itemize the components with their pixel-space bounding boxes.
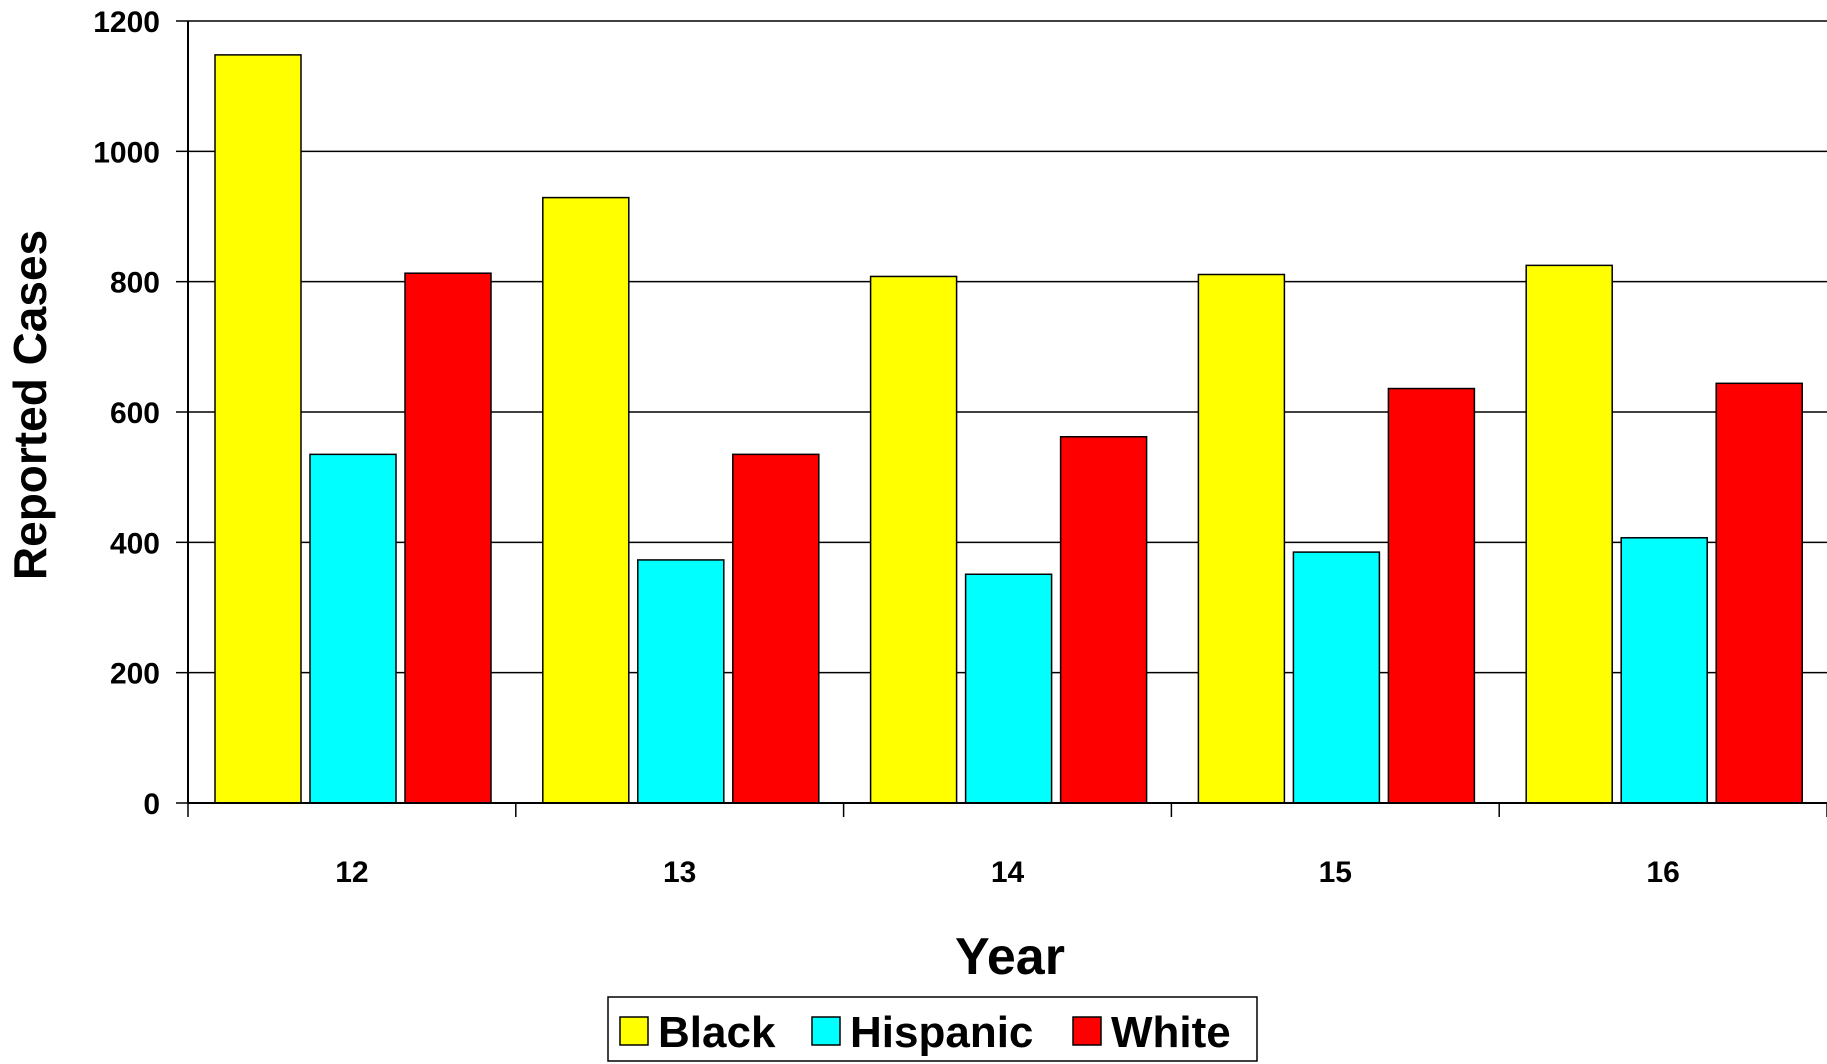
legend-swatch-black	[619, 1016, 649, 1046]
legend-swatch-hispanic	[811, 1016, 841, 1046]
legend-label-white: White	[1111, 1008, 1231, 1057]
x-tick-label: 16	[1646, 856, 1679, 889]
legend-box	[607, 996, 1258, 1062]
bar-black-14	[869, 275, 958, 804]
x-tick-label: 12	[335, 856, 368, 889]
y-axis-title: Reported Cases	[4, 230, 56, 580]
y-tick-label: 400	[110, 527, 160, 560]
x-tick-label: 14	[991, 856, 1025, 889]
x-tick-label: 13	[663, 856, 696, 889]
y-tick-label: 1200	[93, 6, 160, 39]
bar-black-15	[1197, 273, 1286, 804]
x-axis-title: Year	[955, 928, 1065, 986]
y-tick-label: 800	[110, 267, 160, 300]
bar-hispanic-16	[1620, 537, 1708, 804]
bar-black-13	[542, 196, 630, 804]
bar-hispanic-15	[1292, 551, 1381, 804]
y-tick-label: 0	[143, 788, 160, 821]
bar-white-15	[1387, 387, 1476, 804]
bar-white-16	[1715, 382, 1803, 804]
y-tick-label: 200	[110, 658, 160, 691]
bar-hispanic-13	[637, 559, 725, 804]
bar-black-12	[214, 54, 302, 804]
bars	[214, 54, 1803, 804]
x-tick-label: 15	[1319, 856, 1352, 889]
bar-white-13	[732, 453, 820, 804]
legend: Black Hispanic White	[607, 996, 1258, 1062]
y-tick-label: 1000	[93, 136, 160, 169]
bar-hispanic-14	[964, 573, 1053, 804]
legend-label-black: Black	[658, 1008, 776, 1057]
bar-black-16	[1525, 264, 1613, 804]
legend-label-hispanic: Hispanic	[850, 1008, 1033, 1057]
bar-white-12	[404, 272, 492, 804]
bar-white-14	[1059, 436, 1148, 804]
axes: 0 200 400 600 800 1000 1200 12 13 14 15 16	[93, 6, 1827, 889]
legend-swatch-white	[1072, 1016, 1102, 1046]
y-tick-label: 600	[110, 397, 160, 430]
bar-hispanic-12	[309, 453, 397, 804]
